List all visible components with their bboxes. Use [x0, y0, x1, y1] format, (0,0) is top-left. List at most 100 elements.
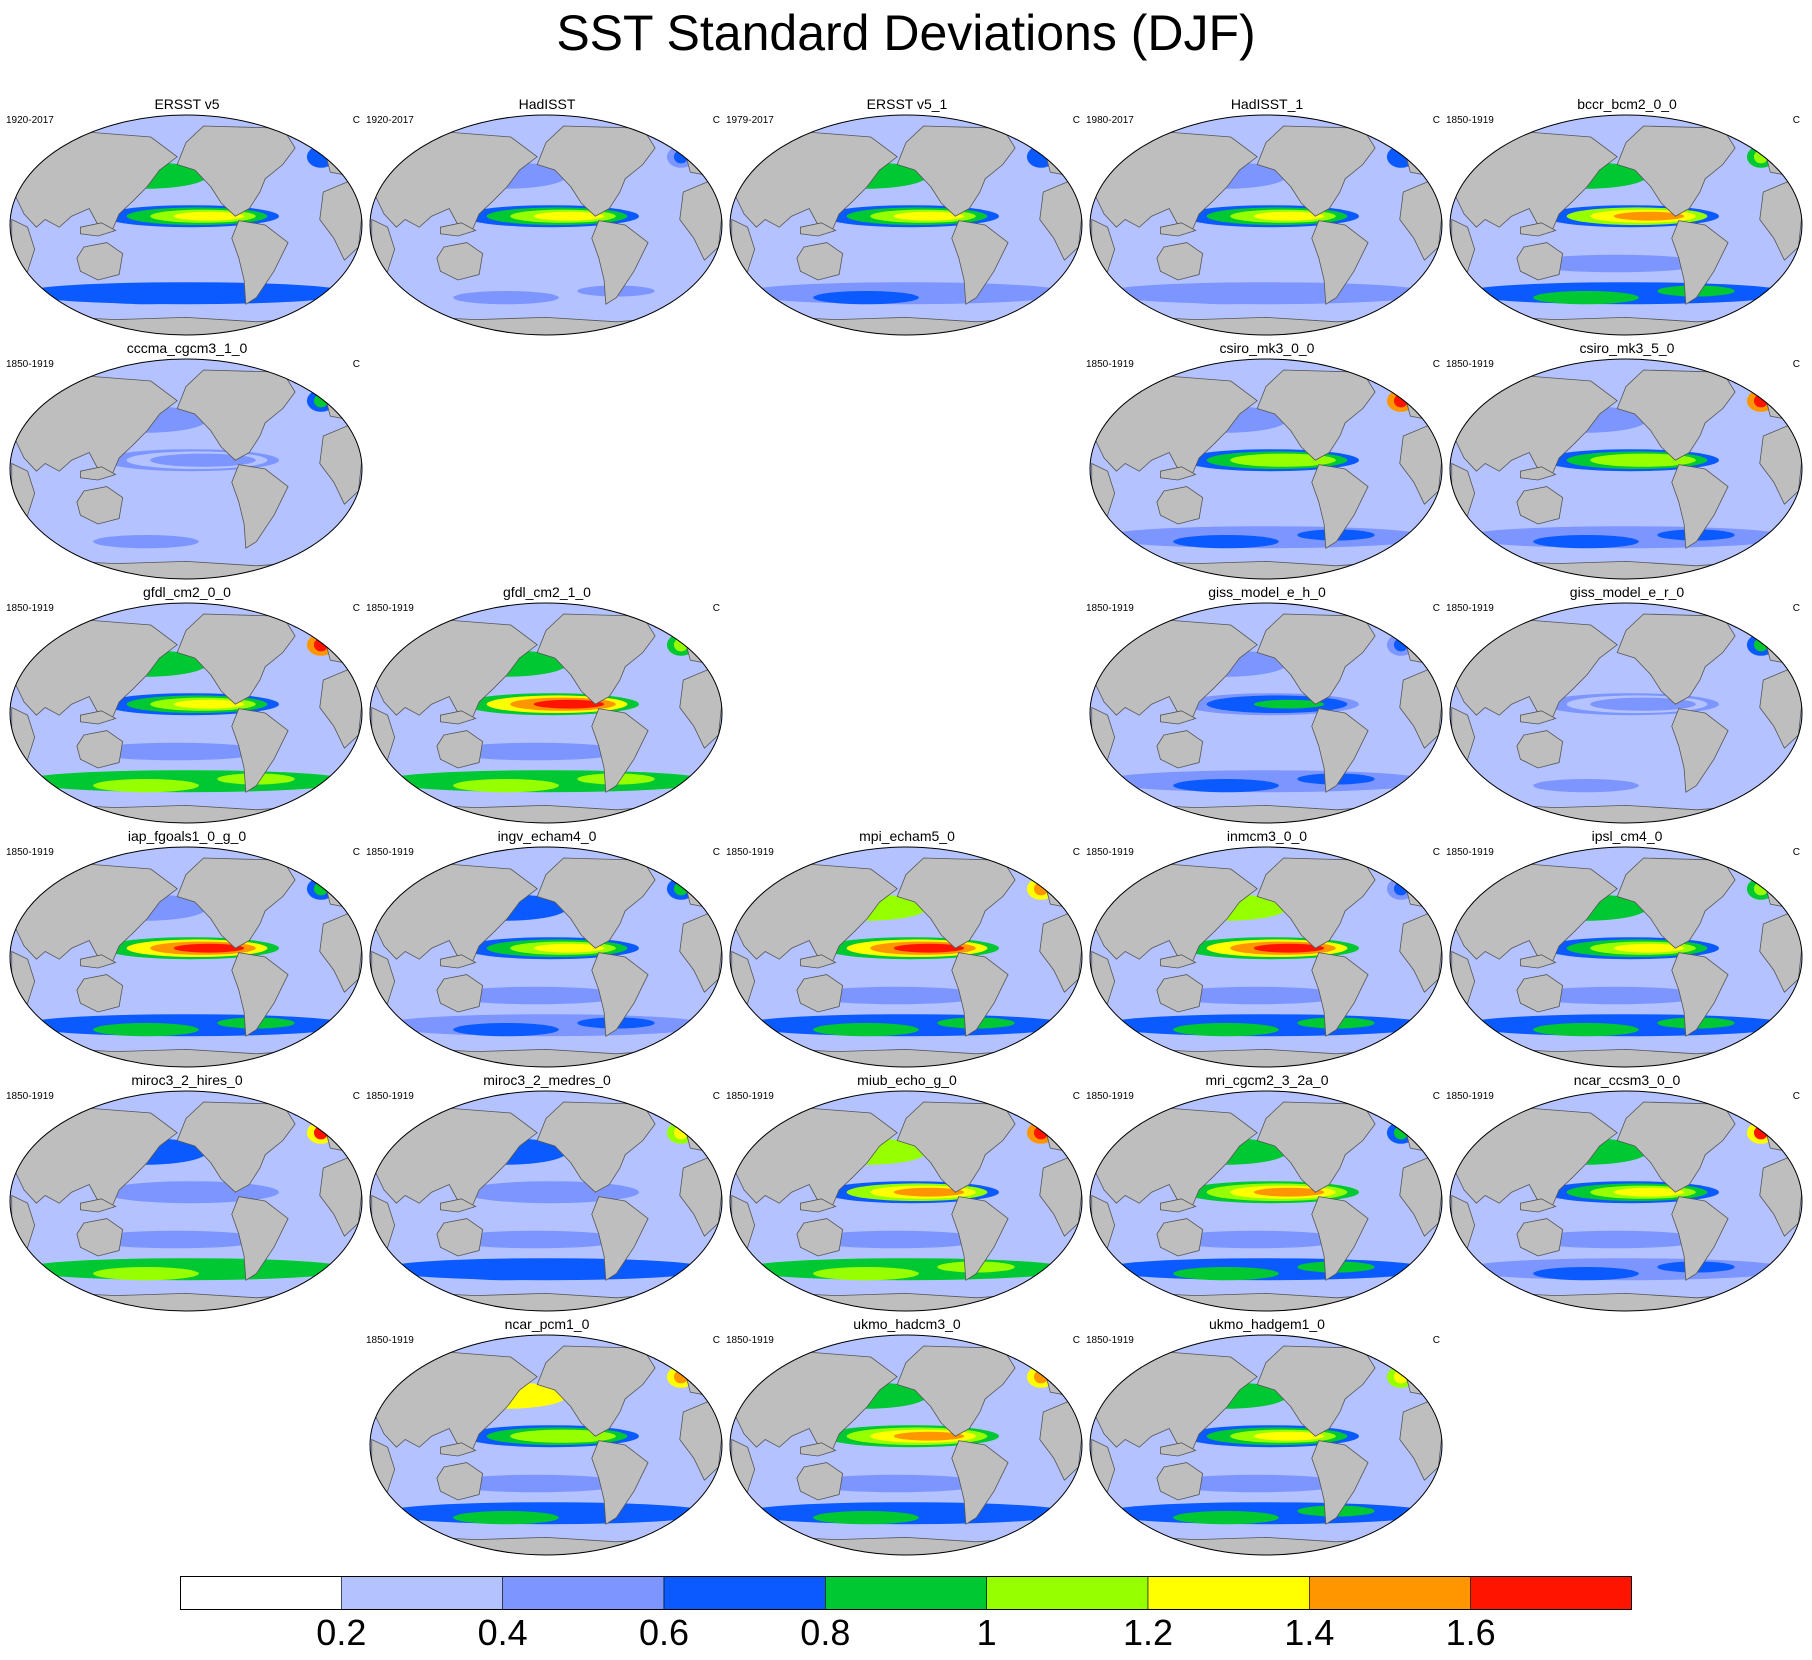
enso-tongue: [1253, 211, 1325, 221]
land-europeE: [326, 385, 362, 420]
sst-map: [729, 1090, 1083, 1312]
land-indonesia: [800, 1442, 837, 1457]
land-antarctica: [1107, 314, 1425, 335]
panel-period: 1850-1919: [6, 847, 54, 858]
map-panel: HadISST 1920-2017 C: [366, 96, 728, 336]
land-europeE: [326, 629, 362, 664]
land-indonesia: [80, 222, 117, 237]
land-namerica: [536, 125, 656, 217]
enso-tongue: [1253, 455, 1325, 465]
map-outline: [9, 602, 363, 824]
panel-period: 1850-1919: [366, 1335, 414, 1346]
sst-map: [1449, 602, 1803, 824]
land-indonesia: [440, 954, 477, 969]
subtropical-band: [808, 1474, 984, 1493]
land-australia: [1516, 242, 1564, 281]
map-panel: inmcm3_0_0 1850-1919 C: [1086, 828, 1448, 1068]
map-panel: gfdl_cm2_1_0 1850-1919 C: [366, 584, 728, 824]
sst-map: [1089, 1090, 1443, 1312]
land-europeE: [1406, 629, 1442, 664]
map-outline: [9, 1090, 363, 1312]
land-europe: [1452, 870, 1477, 898]
colorbar-tick-label: 1.2: [1122, 1612, 1174, 1653]
gulf-stream-peak: [1753, 638, 1769, 652]
gulf-stream-peak: [673, 1126, 689, 1140]
southern-ocean-peak: [93, 291, 199, 305]
land-antarctica: [27, 1290, 345, 1311]
land-europe: [732, 1358, 757, 1386]
sst-map: [9, 846, 363, 1068]
land-namerica: [536, 1345, 656, 1437]
panel-period: 1850-1919: [366, 847, 414, 858]
panel-period: 1850-1919: [6, 1091, 54, 1102]
panel-units: C: [1072, 847, 1080, 858]
map-outline: [1449, 358, 1803, 580]
land-antarctica: [747, 1534, 1065, 1555]
land-europeE: [1406, 1117, 1442, 1152]
land-samerica: [1671, 708, 1729, 793]
enso-tongue: [533, 699, 605, 709]
land-europeE: [1406, 141, 1442, 176]
colorbar-swatch: [825, 1576, 987, 1610]
land-namerica: [1616, 613, 1736, 705]
land-europe: [372, 1114, 397, 1142]
panel-period: 1850-1919: [1446, 603, 1494, 614]
land-europe: [372, 626, 397, 654]
land-samerica: [1671, 952, 1729, 1037]
colorbar-tick-label: 0.2: [316, 1612, 367, 1653]
land-indonesia: [80, 1198, 117, 1213]
map-outline: [729, 1334, 1083, 1556]
enso-tongue: [173, 1187, 245, 1197]
land-indonesia: [1520, 710, 1557, 725]
land-antarctica: [387, 314, 705, 335]
land-australia: [436, 1462, 484, 1501]
colorbar-swatch: [1147, 1576, 1310, 1610]
land-samerica: [591, 952, 649, 1037]
land-australia: [1156, 974, 1204, 1013]
enso-tongue: [173, 455, 245, 465]
land-indonesia: [440, 222, 477, 237]
subtropical-band: [1528, 254, 1704, 273]
land-namerica: [176, 613, 296, 705]
subtropical-band: [1528, 498, 1704, 517]
enso-tongue: [173, 943, 245, 953]
enso-tongue: [173, 699, 245, 709]
land-indonesia: [800, 1198, 837, 1213]
map-panel: miroc3_2_hires_0 1850-1919 C: [6, 1072, 368, 1312]
panel-title: ipsl_cm4_0: [1591, 828, 1663, 844]
panel-units: C: [352, 115, 360, 126]
land-antarctica: [747, 1290, 1065, 1311]
enso-tongue: [533, 943, 605, 953]
subtropical-band: [448, 986, 624, 1005]
map-outline: [9, 846, 363, 1068]
map-panel: giss_model_e_r_0 1850-1919 C: [1446, 584, 1808, 824]
map-panel: ingv_echam4_0 1850-1919 C: [366, 828, 728, 1068]
land-indonesia: [80, 954, 117, 969]
land-indonesia: [1520, 222, 1557, 237]
panel-period: 1980-2017: [1086, 115, 1134, 126]
land-europe: [12, 626, 37, 654]
land-europe: [12, 870, 37, 898]
gulf-stream-peak: [1753, 150, 1769, 164]
map-outline: [369, 1334, 723, 1556]
land-samerica: [1311, 1196, 1369, 1281]
panel-units: C: [712, 847, 720, 858]
land-indonesia: [800, 954, 837, 969]
subtropical-band: [88, 254, 264, 273]
land-europe: [1452, 1114, 1477, 1142]
map-panel: mri_cgcm2_3_2a_0 1850-1919 C: [1086, 1072, 1448, 1312]
land-indonesia: [1520, 466, 1557, 481]
panel-period: 1850-1919: [1086, 1335, 1134, 1346]
southern-ocean-peak: [453, 1511, 559, 1525]
southern-ocean-peak: [1173, 291, 1279, 305]
panel-units: C: [1072, 115, 1080, 126]
panel-period: 1850-1919: [726, 847, 774, 858]
gulf-stream-peak: [673, 1370, 689, 1384]
map-outline: [369, 602, 723, 824]
subtropical-band: [1168, 986, 1344, 1005]
panel-title: gfdl_cm2_1_0: [503, 584, 591, 600]
enso-tongue: [533, 1187, 605, 1197]
enso-tongue: [893, 211, 965, 221]
land-europeE: [1046, 1117, 1082, 1152]
colorbar-swatch: [502, 1576, 665, 1610]
